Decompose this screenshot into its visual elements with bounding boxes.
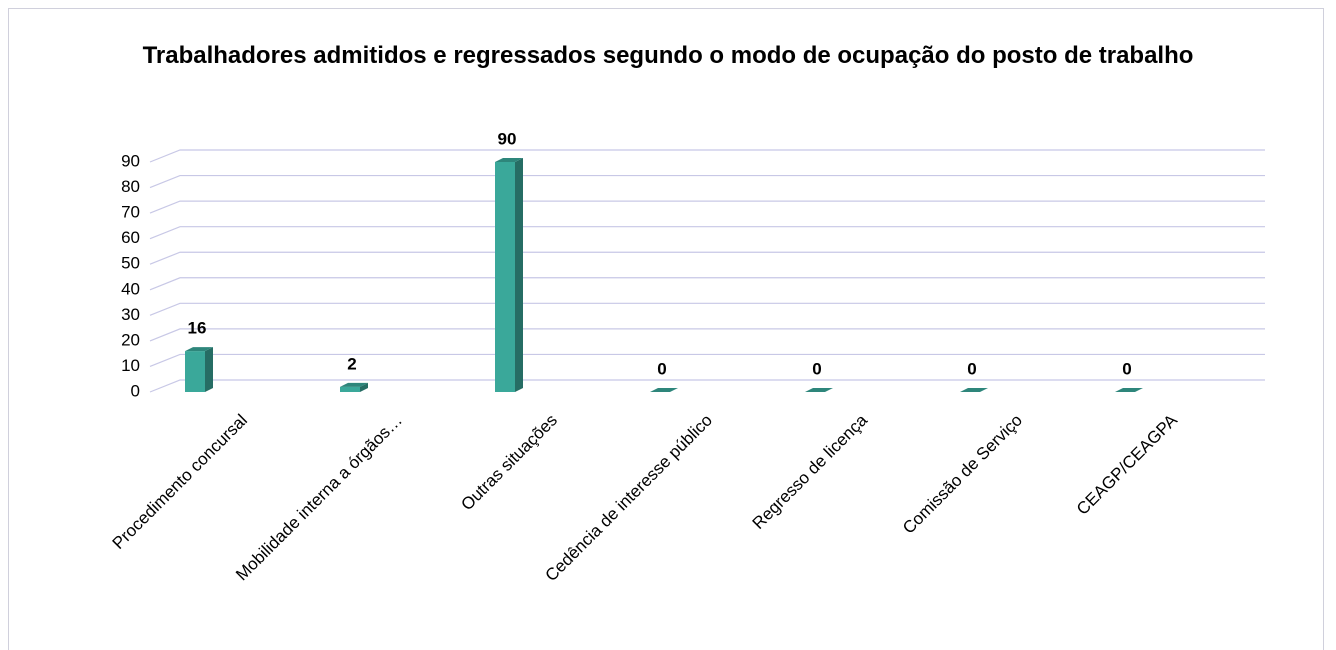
y-tick-label: 90 <box>121 151 140 170</box>
bar-top <box>185 347 213 352</box>
grid-line <box>149 251 1265 265</box>
y-tick-label: 70 <box>121 203 140 222</box>
grid-line <box>149 149 1265 163</box>
bar-front <box>185 351 205 392</box>
bar-side <box>360 382 368 392</box>
x-tick-label: Cedência de interesse público <box>542 411 716 585</box>
x-tick-label: CEAGP/CEAGPA <box>1073 410 1182 519</box>
bar-top <box>1115 388 1143 392</box>
data-label: 16 <box>188 319 207 338</box>
bar <box>805 388 833 392</box>
data-label: 0 <box>1122 359 1131 378</box>
y-tick-label: 20 <box>121 330 140 349</box>
y-tick-label: 60 <box>121 228 140 247</box>
x-tick-label: Comissão de Serviço <box>899 411 1026 538</box>
bar <box>960 388 988 392</box>
chart-border <box>8 8 1324 650</box>
data-label: 0 <box>812 359 821 378</box>
y-tick-label: 50 <box>121 254 140 273</box>
bar-top <box>340 382 368 387</box>
bar-top <box>960 388 988 392</box>
x-tick-label: Outras situações <box>457 411 561 515</box>
y-tick-label: 0 <box>131 381 140 400</box>
grid-line <box>149 200 1265 214</box>
grid-line <box>149 328 1265 342</box>
bar <box>340 382 368 392</box>
y-tick-label: 40 <box>121 279 140 298</box>
grid-line <box>149 226 1265 240</box>
data-label: 2 <box>347 354 356 373</box>
bar-top <box>805 388 833 392</box>
bar <box>650 388 678 392</box>
bar-top <box>650 388 678 392</box>
x-tick-label: Regresso de licença <box>749 410 872 533</box>
bar <box>1115 388 1143 392</box>
bar-front <box>340 386 360 392</box>
bar-side <box>205 347 213 392</box>
y-tick-label: 30 <box>121 305 140 324</box>
data-label: 0 <box>657 359 666 378</box>
grid-line <box>149 302 1265 316</box>
x-tick-label: Mobilidade interna a órgãos… <box>232 411 406 585</box>
bar-front <box>495 162 515 392</box>
x-tick-label: Procedimento concursal <box>109 411 251 553</box>
grid-line <box>149 277 1265 291</box>
data-label: 90 <box>498 129 517 148</box>
bar-side <box>515 158 523 392</box>
bar <box>185 347 213 392</box>
data-label: 0 <box>967 359 976 378</box>
grid-line <box>149 353 1265 368</box>
grid-line <box>149 379 1265 393</box>
bar-top <box>495 158 523 162</box>
y-tick-label: 80 <box>121 177 140 196</box>
chart-title: Trabalhadores admitidos e regressados se… <box>142 42 1194 69</box>
y-tick-label: 10 <box>121 356 140 375</box>
grid-line <box>149 174 1265 189</box>
bar <box>495 158 523 392</box>
